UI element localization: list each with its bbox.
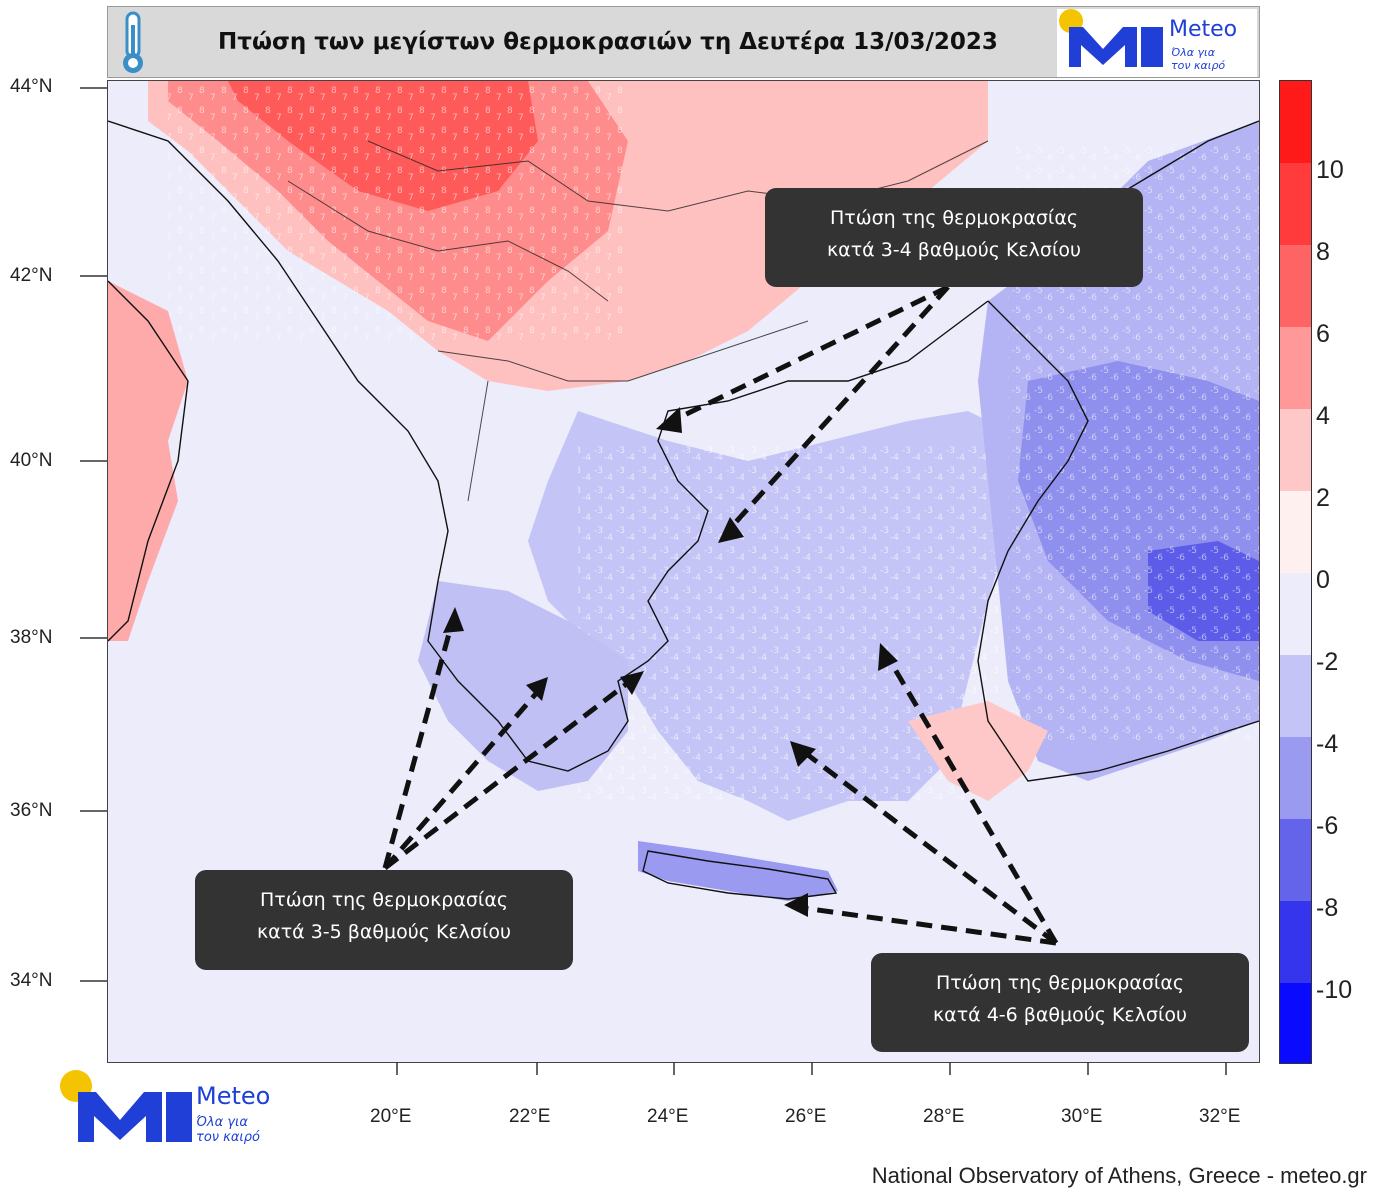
colorbar-segment xyxy=(1280,491,1311,573)
lat-label-38: 38°N xyxy=(10,627,53,648)
logo-word: Meteo xyxy=(196,1082,271,1110)
colorbar-label: -8 xyxy=(1316,894,1339,922)
logo-word: Meteo xyxy=(1169,17,1238,42)
logo-tagline-2: τον καιρό xyxy=(1171,59,1226,72)
lat-label-42: 42°N xyxy=(10,265,53,286)
logo-tagline-1: Όλα για xyxy=(196,1115,248,1130)
callout-southeast-line1: Πτώση της θερμοκρασίας xyxy=(935,972,1185,994)
lat-label-44: 44°N xyxy=(10,76,53,97)
meteo-logo-bottom[interactable]: Meteo Όλα για τον καιρό xyxy=(56,1068,286,1148)
callout-arrowheads xyxy=(443,407,898,917)
borders xyxy=(287,140,989,502)
credit-text: National Observatory of Athens, Greece -… xyxy=(871,1163,1367,1188)
colorbar-label: 2 xyxy=(1316,484,1330,512)
callout-northeast-line1: Πτώση της θερμοκρασίας xyxy=(829,207,1079,229)
lat-label-34: 34°N xyxy=(10,970,53,991)
callout-southeast-line2: κατά 4-6 βαθμούς Κελσίου xyxy=(932,1004,1188,1026)
lat-ticks xyxy=(80,87,107,982)
lon-label-30: 30°E xyxy=(1061,1106,1103,1127)
meteo-logo-mark xyxy=(1059,9,1163,67)
callout-arrows xyxy=(382,284,1059,946)
colorbar-label: 10 xyxy=(1316,156,1344,184)
lon-label-24: 24°E xyxy=(647,1106,689,1127)
meteo-logo-mark xyxy=(60,1070,192,1142)
colorbar-label: 6 xyxy=(1316,320,1330,348)
colorbar-label: -2 xyxy=(1316,648,1339,676)
colorbar-segment xyxy=(1280,901,1311,983)
lon-label-20: 20°E xyxy=(370,1106,412,1127)
lon-label-28: 28°E xyxy=(923,1106,965,1127)
logo-tagline-2: τον καιρό xyxy=(196,1130,261,1145)
lat-label-36: 36°N xyxy=(10,800,53,821)
title-bar: Πτώση των μεγίστων θερμοκρασιών τη Δευτέ… xyxy=(107,6,1260,78)
callout-northeast-line2: κατά 3-4 βαθμούς Κελσίου xyxy=(826,239,1082,261)
lon-label-26: 26°E xyxy=(785,1106,827,1127)
colorbar-label: -10 xyxy=(1316,976,1353,1004)
colorbar-label: -4 xyxy=(1316,730,1339,758)
callout-southwest: Πτώση της θερμοκρασίας κατά 3-5 βαθμούς … xyxy=(195,870,573,970)
colorbar-label: -6 xyxy=(1316,812,1339,840)
lon-ticks xyxy=(396,1062,1227,1075)
cold-region-peloponnese xyxy=(418,581,628,791)
colorbar-segment xyxy=(1280,327,1311,409)
callout-southwest-line2: κατά 3-5 βαθμούς Κελσίου xyxy=(256,921,512,943)
warm-region-italy xyxy=(108,281,188,641)
meteo-logo[interactable]: Meteo Όλα για τον καιρό xyxy=(1057,9,1257,77)
colorbar xyxy=(1279,80,1312,1064)
colorbar-segment xyxy=(1280,655,1311,737)
warm-values-grid xyxy=(168,81,628,341)
colorbar-segment xyxy=(1280,737,1311,819)
colorbar-segment xyxy=(1280,245,1311,327)
colorbar-segment xyxy=(1280,163,1311,245)
cold-region-crete xyxy=(638,841,838,901)
colorbar-segment xyxy=(1280,409,1311,491)
logo-tagline-1: Όλα για xyxy=(1171,46,1215,59)
colorbar-label: 0 xyxy=(1316,566,1330,594)
colorbar-segment xyxy=(1280,819,1311,901)
colorbar-segment xyxy=(1280,81,1311,163)
colorbar-segment xyxy=(1280,983,1311,1063)
callout-southeast: Πτώση της θερμοκρασίας κατά 4-6 βαθμούς … xyxy=(871,953,1249,1052)
colorbar-segment xyxy=(1280,573,1311,655)
lon-label-22: 22°E xyxy=(509,1106,551,1127)
lat-label-40: 40°N xyxy=(10,450,53,471)
warm-region-southeast xyxy=(908,701,1048,801)
colorbar-label: 8 xyxy=(1316,238,1330,266)
lon-label-32: 32°E xyxy=(1199,1106,1241,1127)
map-title: Πτώση των μεγίστων θερμοκρασιών τη Δευτέ… xyxy=(218,29,998,55)
thermometer-icon xyxy=(123,11,143,73)
colorbar-label: 4 xyxy=(1316,402,1330,430)
callout-southwest-line1: Πτώση της θερμοκρασίας xyxy=(259,889,509,911)
callout-northeast: Πτώση της θερμοκρασίας κατά 3-4 βαθμούς … xyxy=(765,188,1143,287)
